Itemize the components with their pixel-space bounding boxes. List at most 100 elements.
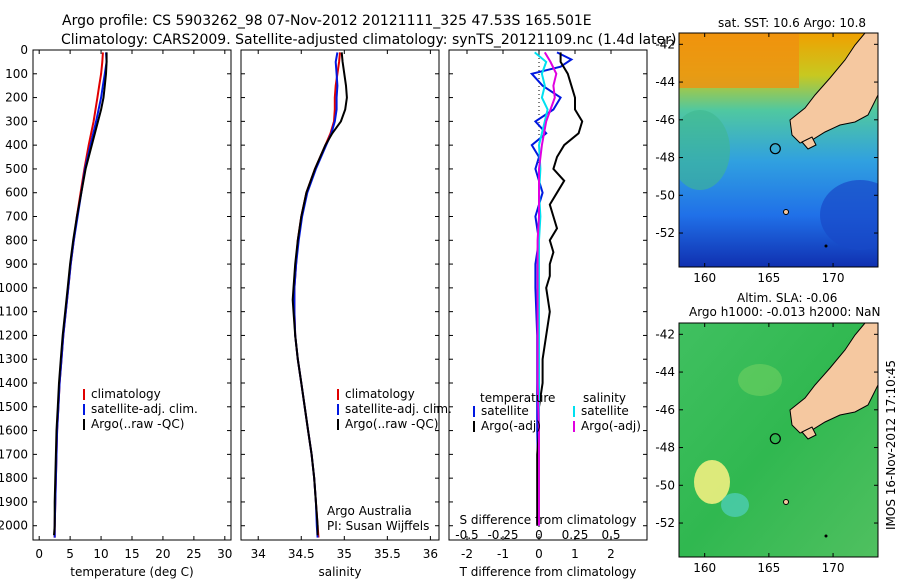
salinity-panel-frame xyxy=(240,49,440,541)
sst-map: 160 165 170 -42 -44 -46 -48 -50 -52 xyxy=(655,32,879,285)
x-tick-label: 10 xyxy=(93,547,108,561)
argo-float-marker xyxy=(769,143,781,155)
legend-title: temperature xyxy=(480,391,555,405)
series-group xyxy=(529,51,584,526)
map-y-tick-label: -52 xyxy=(655,226,675,240)
x-tick-label: 2 xyxy=(607,547,615,561)
map-x-tick-label: 160 xyxy=(693,271,716,285)
y-tick-label: 300 xyxy=(5,114,28,128)
sst-cold-patch xyxy=(820,180,878,250)
x-tick-label: 30 xyxy=(217,547,232,561)
map-x-tick-label: 170 xyxy=(822,561,845,575)
y-tick-label: 400 xyxy=(5,138,28,152)
auckland-islands xyxy=(783,209,789,215)
series-line-Argo(..raw -QC) xyxy=(291,52,348,536)
imos-timestamp: IMOS 16-Nov-2012 17:10:45 xyxy=(884,360,898,530)
x-tick-label: 34.5 xyxy=(288,547,315,561)
y-tick-label: 700 xyxy=(5,210,28,224)
legend-label: Argo(..raw -QC) xyxy=(91,417,184,431)
x-tick-label: 0 xyxy=(35,547,43,561)
sst-map-frame xyxy=(678,32,879,268)
y-tick-label: 1400 xyxy=(0,376,28,390)
map-y-tick-label: -48 xyxy=(655,151,675,165)
temperature-panel-frame xyxy=(32,49,232,541)
y-tick-label: 800 xyxy=(5,233,28,247)
argo-float-marker xyxy=(769,433,781,445)
map-y-tick-label: -42 xyxy=(655,327,675,341)
x-axis-label: temperature (deg C) xyxy=(70,565,193,579)
map-x-tick-label: 160 xyxy=(693,561,716,575)
x-tick-label: 35.5 xyxy=(374,547,401,561)
legend-label: satellite xyxy=(481,404,529,418)
sla-high-patch xyxy=(694,460,730,504)
x-tick-label: 20 xyxy=(155,547,170,561)
legend-label: satellite-adj. clim. xyxy=(91,402,198,416)
map-y-tick-label: -48 xyxy=(655,441,675,455)
sla-map-title-line2: Argo h1000: -0.013 h2000: NaN xyxy=(689,305,881,319)
stewart-island xyxy=(801,426,817,440)
header-line1: Argo profile: CS 5903262_98 07-Nov-2012 … xyxy=(62,13,592,29)
legend-label: Argo(-adj) xyxy=(581,419,641,433)
y-tick-label: 200 xyxy=(5,91,28,105)
sst-mid-patch xyxy=(679,110,730,190)
x-tick-label: 15 xyxy=(124,547,139,561)
campbell-island xyxy=(824,534,828,538)
legend-label: Argo(..raw -QC) xyxy=(345,417,438,431)
x-tick-label: 34 xyxy=(251,547,266,561)
map-y-tick-label: -42 xyxy=(655,37,675,51)
y-tick-label: 2000 xyxy=(0,519,28,533)
y-tick-label: 100 xyxy=(5,67,28,81)
y-tick-label: 0 xyxy=(20,43,28,57)
y-tick-label: 1700 xyxy=(0,447,28,461)
map-y-tick-label: -50 xyxy=(655,478,675,492)
sla-map-frame xyxy=(678,322,879,558)
y-tick-label: 500 xyxy=(5,162,28,176)
sla-mid-patch xyxy=(738,364,782,396)
series-line-Argo(..raw -QC) xyxy=(53,52,108,536)
x-tick-label: -1 xyxy=(497,547,509,561)
y-tick-label: 900 xyxy=(5,257,28,271)
difference-panel-frame xyxy=(448,49,648,541)
top-axis-label: S difference from climatology xyxy=(460,513,637,527)
s-tick-label: 0.25 xyxy=(562,528,589,542)
y-tick-label: 1300 xyxy=(0,352,28,366)
x-tick-label: 35 xyxy=(337,547,352,561)
x-tick-label: -2 xyxy=(461,547,473,561)
y-tick-label: 1500 xyxy=(0,400,28,414)
legend-label: satellite-adj. clim. xyxy=(345,402,452,416)
x-tick-label: 36 xyxy=(423,547,438,561)
map-y-tick-label: -52 xyxy=(655,516,675,530)
x-axis-label: salinity xyxy=(318,565,361,579)
y-tick-label: 1100 xyxy=(0,305,28,319)
series-line-S Argo(-adj) xyxy=(536,51,558,526)
header-line2: Climatology: CARS2009. Satellite-adjuste… xyxy=(61,32,676,48)
series-group xyxy=(53,52,108,538)
sla-map: 160 165 170 -42 -44 -46 -48 -50 -52 xyxy=(655,322,879,575)
series-line-satellite-adj. clim. xyxy=(293,52,339,538)
y-tick-label: 600 xyxy=(5,186,28,200)
map-y-tick-label: -46 xyxy=(655,113,675,127)
map-x-tick-label: 170 xyxy=(822,271,845,285)
map-x-tick-label: 165 xyxy=(757,271,780,285)
map-x-tick-label: 165 xyxy=(757,561,780,575)
x-tick-label: 1 xyxy=(571,547,579,561)
y-tick-label: 1600 xyxy=(0,424,28,438)
annotation-line: PI: Susan Wijffels xyxy=(327,519,429,533)
y-tick-label: 1900 xyxy=(0,495,28,509)
sst-map-title: sat. SST: 10.6 Argo: 10.8 xyxy=(718,16,866,30)
legend-title: salinity xyxy=(583,391,626,405)
map-y-tick-label: -50 xyxy=(655,188,675,202)
legend-label: climatology xyxy=(91,387,161,401)
series-line-satellite-adj. clim. xyxy=(53,52,108,538)
y-tick-label: 1200 xyxy=(0,328,28,342)
legend-label: satellite xyxy=(581,404,629,418)
y-tick-label: 1800 xyxy=(0,471,28,485)
s-tick-label: -0.25 xyxy=(487,528,518,542)
y-tick-label: 1000 xyxy=(0,281,28,295)
stewart-island xyxy=(801,136,817,150)
temperature-panel: 0100200300400500600700800900100011001200… xyxy=(0,43,232,579)
x-tick-label: 0 xyxy=(535,547,543,561)
campbell-island xyxy=(824,244,828,248)
